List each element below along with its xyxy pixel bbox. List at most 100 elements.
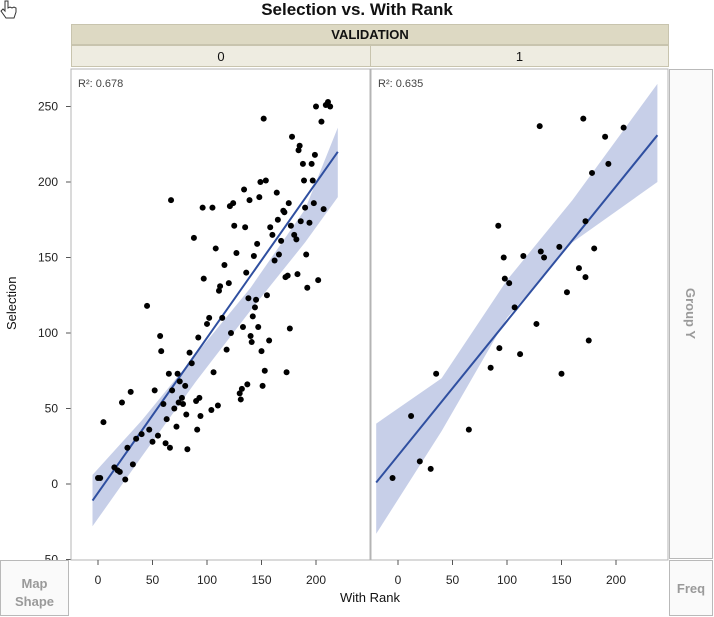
data-point — [129, 461, 136, 468]
map-shape-drop-zone[interactable]: Map Shape — [0, 560, 69, 616]
x-tick-label: 150 — [251, 573, 271, 587]
data-point — [511, 304, 518, 311]
data-point — [184, 446, 191, 453]
data-point — [124, 444, 131, 451]
y-tick-label: 100 — [38, 326, 58, 340]
data-point — [188, 360, 195, 367]
data-point — [176, 378, 183, 385]
data-point — [589, 169, 596, 176]
data-point — [259, 382, 266, 389]
data-point — [295, 147, 302, 154]
data-point — [281, 209, 288, 216]
data-point — [160, 400, 167, 407]
data-point — [238, 385, 245, 392]
data-point — [285, 200, 292, 207]
data-point — [209, 204, 216, 211]
data-point — [151, 387, 158, 394]
data-point — [302, 204, 309, 211]
y-tick-label: 50 — [45, 402, 59, 416]
data-point — [138, 431, 145, 438]
data-point — [158, 348, 165, 355]
data-point — [242, 224, 249, 231]
y-tick-label: 150 — [38, 251, 58, 265]
data-point — [165, 370, 172, 377]
data-point — [183, 411, 190, 418]
data-point — [146, 426, 153, 433]
panel-0: R²: 0.678 0 50 100 150 200 — [70, 68, 371, 587]
data-point — [269, 231, 276, 238]
data-point — [602, 133, 609, 140]
data-point — [260, 115, 267, 122]
data-point — [206, 314, 213, 321]
data-point — [465, 426, 472, 433]
x-tick-label: 50 — [146, 573, 160, 587]
data-point — [263, 292, 270, 299]
data-point — [541, 254, 548, 261]
data-point — [180, 400, 187, 407]
data-point — [496, 345, 503, 352]
data-point — [273, 189, 280, 196]
data-point — [236, 390, 243, 397]
group-x-header[interactable]: VALIDATION — [71, 24, 669, 45]
x-tick-label: 50 — [446, 573, 460, 587]
data-point — [237, 396, 244, 403]
data-point — [536, 123, 543, 130]
data-point — [217, 283, 224, 290]
data-point — [297, 218, 304, 225]
data-point — [133, 435, 140, 442]
data-point — [318, 118, 325, 125]
data-point — [256, 194, 263, 201]
data-point — [287, 222, 294, 229]
x-tick-label: 200 — [606, 573, 626, 587]
panel-1: R²: 0.635 0 50 100 150 200 — [370, 68, 669, 587]
data-point — [154, 432, 161, 439]
data-point — [243, 269, 250, 276]
data-point — [506, 280, 513, 287]
data-point — [289, 133, 296, 140]
data-point — [215, 287, 222, 294]
data-point — [212, 245, 219, 252]
group-y-drop-zone[interactable]: Group Y — [669, 69, 713, 559]
data-point — [556, 243, 563, 250]
data-point — [251, 304, 258, 311]
data-point — [563, 289, 570, 296]
data-point — [304, 284, 311, 291]
data-point — [257, 179, 264, 185]
data-point — [186, 349, 193, 356]
regression-line — [91, 151, 339, 502]
data-point — [255, 323, 262, 330]
data-point — [219, 314, 226, 321]
data-point — [582, 274, 589, 281]
data-point — [174, 370, 181, 377]
data-point — [501, 275, 508, 282]
chart-title: Selection vs. With Rank — [261, 0, 453, 19]
r-squared-label: R²: 0.635 — [378, 78, 423, 90]
data-point — [271, 257, 278, 264]
data-point — [250, 252, 257, 259]
data-point — [296, 142, 303, 149]
freq-drop-zone[interactable]: Freq — [669, 560, 713, 616]
data-point — [309, 177, 316, 184]
group-y-label: Group Y — [683, 288, 698, 340]
data-point — [294, 271, 301, 278]
data-point — [247, 333, 254, 340]
data-point — [194, 426, 201, 433]
data-point — [261, 367, 268, 374]
data-point — [182, 382, 189, 389]
data-point — [144, 302, 151, 309]
data-point — [558, 370, 565, 377]
data-point — [149, 438, 156, 445]
data-point — [500, 254, 507, 261]
data-point — [293, 236, 300, 243]
data-point — [278, 237, 285, 244]
data-point — [173, 423, 180, 430]
data-point — [214, 402, 221, 409]
data-point — [416, 458, 423, 465]
data-point — [537, 248, 544, 255]
map-label: Map — [21, 576, 48, 591]
data-point — [97, 474, 104, 481]
data-point — [389, 474, 396, 481]
data-point — [283, 369, 290, 376]
x-tick-label: 100 — [197, 573, 217, 587]
